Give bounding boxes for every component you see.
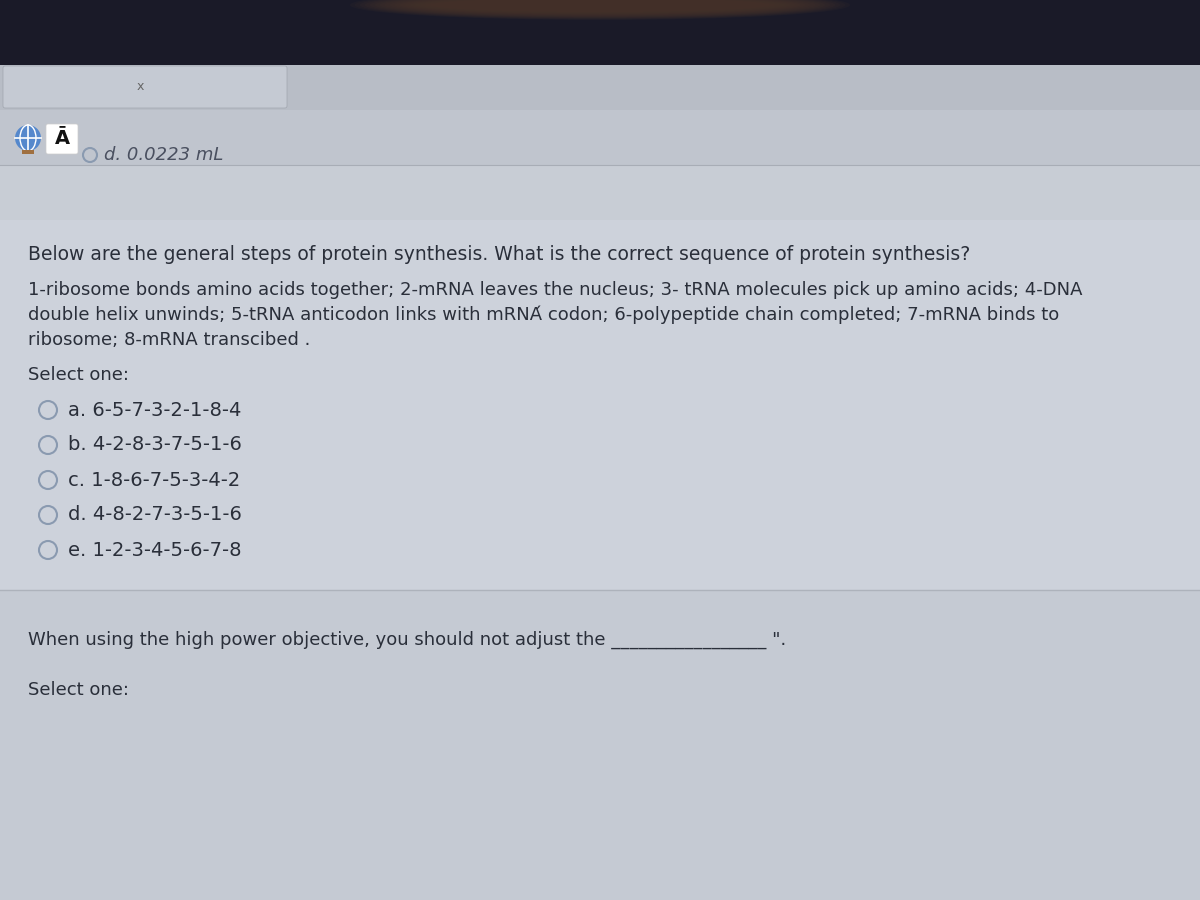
- Text: ribosome; 8-mRNA transcibed .: ribosome; 8-mRNA transcibed .: [28, 331, 311, 349]
- Text: d. 0.0223 mL: d. 0.0223 mL: [104, 146, 223, 164]
- Text: a. 6-5-7-3-2-1-8-4: a. 6-5-7-3-2-1-8-4: [68, 400, 241, 419]
- Text: b. 4-2-8-3-7-5-1-6: b. 4-2-8-3-7-5-1-6: [68, 436, 242, 454]
- Text: Select one:: Select one:: [28, 366, 130, 384]
- Text: Select one:: Select one:: [28, 681, 130, 699]
- Text: When using the high power objective, you should not adjust the _________________: When using the high power objective, you…: [28, 631, 786, 649]
- Bar: [0, 0, 1200, 65]
- Text: x: x: [137, 80, 144, 94]
- FancyBboxPatch shape: [2, 66, 287, 108]
- Circle shape: [14, 125, 41, 151]
- Bar: [0, 165, 1200, 220]
- Bar: [0, 590, 1200, 900]
- Bar: [0, 65, 1200, 110]
- Text: d. 4-8-2-7-3-5-1-6: d. 4-8-2-7-3-5-1-6: [68, 506, 242, 525]
- FancyBboxPatch shape: [46, 124, 78, 154]
- Text: Ā: Ā: [54, 130, 70, 148]
- Text: double helix unwinds; 5-tRNA anticodon links with mRNÁ codon; 6-polypeptide cha: double helix unwinds; 5-tRNA anticodon l…: [28, 306, 1060, 324]
- Text: Below are the general steps of protein synthesis. What is the correct sequence o: Below are the general steps of protein s…: [28, 246, 971, 265]
- Bar: [0, 110, 1200, 165]
- Bar: [0, 220, 1200, 700]
- Text: e. 1-2-3-4-5-6-7-8: e. 1-2-3-4-5-6-7-8: [68, 541, 241, 560]
- Text: c. 1-8-6-7-5-3-4-2: c. 1-8-6-7-5-3-4-2: [68, 471, 240, 490]
- Text: 1-ribosome bonds amino acids together; 2-mRNA leaves the nucleus; 3- tRNA molecu: 1-ribosome bonds amino acids together; 2…: [28, 281, 1082, 299]
- Bar: [22, 150, 34, 154]
